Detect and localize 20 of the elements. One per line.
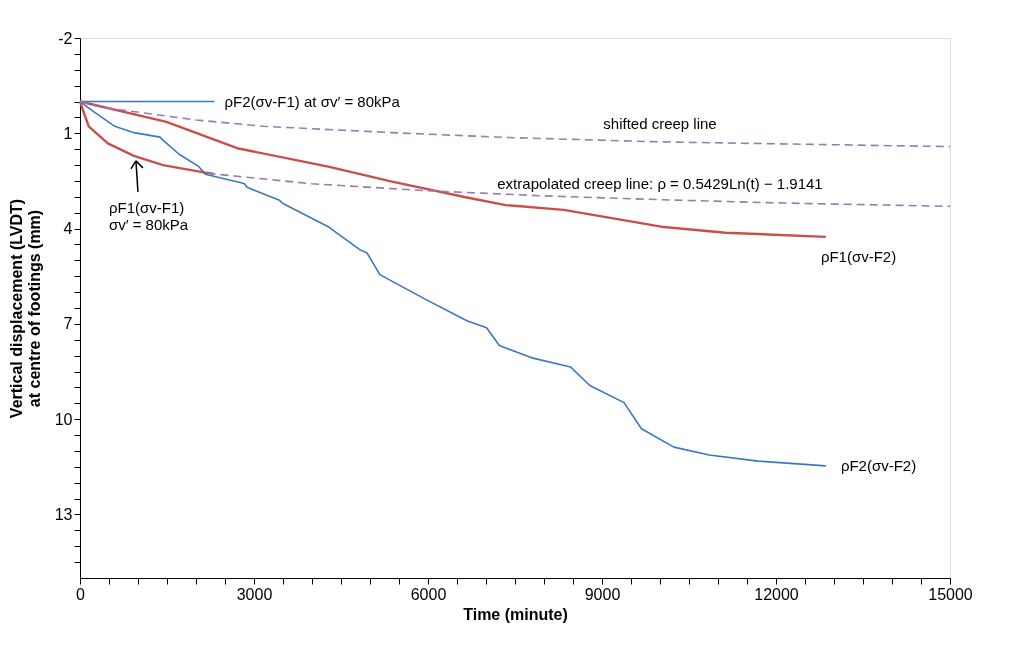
x-tick-label: 6000: [410, 585, 447, 603]
y-tick-label: 10: [54, 410, 73, 428]
y-axis-title: Vertical displacement (LVDT) at centre of footings (mm): [7, 198, 43, 419]
y-tick-label: 1: [63, 124, 73, 142]
series-label: ρF1(σv-F1) σv′ = 80kPa: [108, 198, 189, 233]
x-axis-title: Time (minute): [463, 605, 568, 623]
x-tick-label: 9000: [584, 585, 621, 603]
y-tick-label: 13: [54, 505, 73, 523]
series-label: ρF1(σv-F2): [820, 247, 897, 265]
series-label: ρF2(σv-F2): [840, 456, 917, 474]
x-tick-label: 0: [76, 585, 86, 603]
x-tick-label: 12000: [754, 585, 799, 603]
x-tick-label: 3000: [236, 585, 273, 603]
x-tick-label: 15000: [928, 585, 973, 603]
y-tick-label: -2: [58, 29, 73, 47]
y-tick-label: 7: [63, 315, 73, 333]
series-label: extrapolated creep line: ρ = 0.5429Ln(t) − 1.9141: [497, 174, 823, 192]
series-label: shifted creep line: [603, 114, 717, 132]
series-label: ρF2(σv-F1) at σv′ = 80kPa: [224, 92, 401, 110]
y-tick-label: 4: [63, 220, 73, 238]
